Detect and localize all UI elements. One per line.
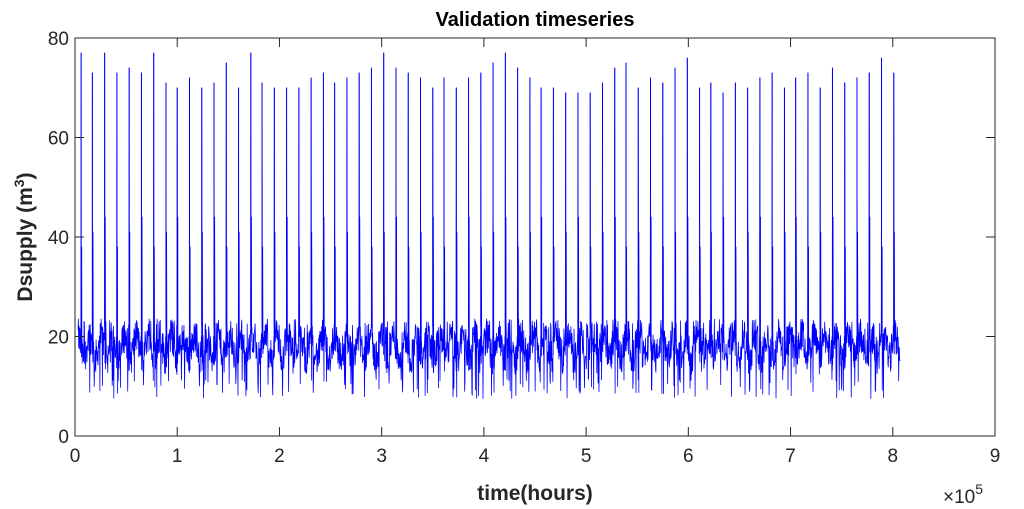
x-tick-label: 0 <box>70 446 81 467</box>
x-scale-label: ×10 <box>943 487 975 508</box>
x-ticks: 0 1 2 3 4 5 6 7 8 9 0 20 40 60 80 <box>48 29 1000 467</box>
y-axis-label-main: Dsupply (m <box>14 187 37 301</box>
y-tick-label: 40 <box>48 228 69 249</box>
x-tick-label: 2 <box>274 446 285 467</box>
y-tick-label: 80 <box>48 29 69 50</box>
x-tick-label: 9 <box>990 446 1001 467</box>
x-tick-label: 5 <box>581 446 592 467</box>
x-tick-label: 8 <box>887 446 898 467</box>
x-tick-label: 7 <box>785 446 796 467</box>
x-tick-label: 6 <box>683 446 694 467</box>
series-line-dsupply <box>77 52 901 400</box>
y-tick-label: 20 <box>48 328 69 349</box>
x-tick-label: 3 <box>376 446 387 467</box>
series-layer <box>77 52 901 400</box>
y-axis-label-sup: 3 <box>11 179 27 187</box>
spike-marks <box>80 52 895 327</box>
x-scale-exponent: 5 <box>975 481 983 497</box>
y-tick-label: 60 <box>48 129 69 150</box>
x-tick-label: 1 <box>172 446 183 467</box>
x-axis-label: time(hours) <box>477 482 593 505</box>
y-axis-label: Dsupply (m3) <box>11 172 37 301</box>
chart-title: Validation timeseries <box>436 9 635 31</box>
y-axis-label-close: ) <box>14 172 37 179</box>
x-scale-multiplier: ×105 <box>943 481 983 508</box>
y-tick-label: 0 <box>58 427 69 448</box>
x-tick-label: 4 <box>479 446 490 467</box>
